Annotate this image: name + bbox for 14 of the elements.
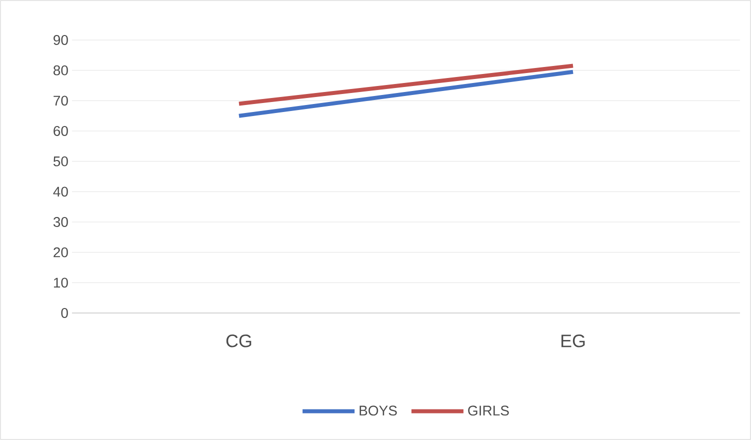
y-tick-label: 70 (54, 96, 68, 106)
y-tick-label: 50 (53, 156, 68, 166)
x-tick-label: EG (561, 334, 585, 348)
y-tick-label: 40 (53, 186, 68, 197)
x-tick-label: CG (226, 334, 252, 348)
y-tick-label: 10 (54, 278, 68, 288)
legend-label: GIRLS (468, 406, 509, 416)
y-tick-label: 0 (61, 308, 68, 318)
legend-label: BOYS (360, 406, 397, 416)
y-tick-label: 80 (54, 65, 68, 76)
y-tick-label: 60 (54, 126, 68, 136)
y-tick-label: 20 (54, 247, 68, 258)
y-tick-label: 30 (53, 217, 68, 227)
y-tick-label: 90 (54, 35, 68, 45)
